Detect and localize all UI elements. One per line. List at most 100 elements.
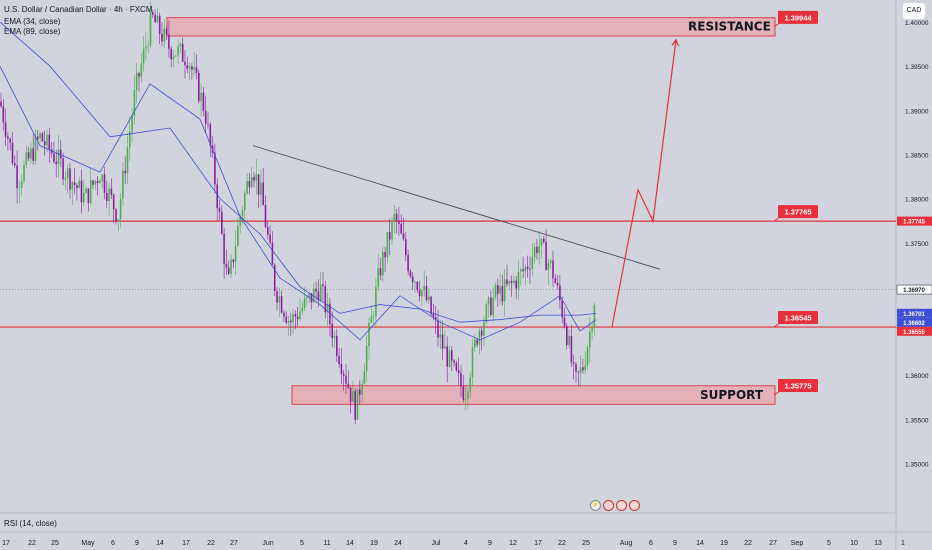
candle-body xyxy=(135,73,138,90)
candle-body xyxy=(184,61,186,66)
candle-body xyxy=(439,334,442,338)
candle-body xyxy=(543,238,545,242)
candle-body xyxy=(278,296,281,303)
x-tick-label: 9 xyxy=(135,540,139,547)
candle-body xyxy=(414,282,416,283)
rsi-pane-label[interactable]: RSI (14, close) xyxy=(4,519,57,528)
lightning-icon[interactable]: ⚡ xyxy=(590,500,601,511)
candle-body xyxy=(563,317,566,327)
candle-body xyxy=(584,365,586,371)
candle-body xyxy=(209,124,212,146)
candle-body xyxy=(253,176,255,181)
candle-body xyxy=(287,320,290,323)
x-tick-label: 12 xyxy=(509,540,517,547)
candle-body xyxy=(227,267,230,274)
candle-body xyxy=(338,356,340,364)
candle-body xyxy=(501,286,504,302)
flag-icon[interactable] xyxy=(629,500,640,511)
candle-body xyxy=(20,181,23,188)
candle-body xyxy=(271,242,274,265)
candle-body xyxy=(593,304,596,328)
candle-body xyxy=(273,264,276,292)
price-axis-tag xyxy=(897,308,932,318)
candle-body xyxy=(469,377,471,392)
candle-body xyxy=(310,293,313,303)
candle-body xyxy=(246,180,248,194)
candle-body xyxy=(421,289,423,297)
candle-body xyxy=(324,285,327,313)
x-tick-label: 4 xyxy=(464,540,468,547)
ema-slow-legend[interactable]: EMA (89, close) xyxy=(4,27,61,36)
candle-body xyxy=(124,170,126,174)
candle-body xyxy=(87,188,90,203)
candle-body xyxy=(301,307,304,312)
candle-body xyxy=(457,370,460,374)
candle-body xyxy=(241,209,244,217)
candle-body xyxy=(432,314,435,318)
candle-body xyxy=(478,330,481,345)
candle-body xyxy=(186,65,189,69)
candle-body xyxy=(232,259,235,263)
candle-body xyxy=(129,131,131,148)
candle-body xyxy=(411,276,414,283)
x-tick-label: 27 xyxy=(769,540,777,547)
candle-body xyxy=(391,220,393,240)
ema-fast-legend[interactable]: EMA (34, close) xyxy=(4,17,61,26)
y-tick-label: 1.35000 xyxy=(905,461,929,468)
candle-body xyxy=(453,360,455,363)
candle-body xyxy=(41,133,44,142)
candle-body xyxy=(497,285,499,294)
flag-icon[interactable] xyxy=(616,500,627,511)
candle-body xyxy=(239,216,241,226)
candle-body xyxy=(356,389,359,420)
x-tick-label: 1 xyxy=(901,540,905,547)
candle-body xyxy=(214,152,216,185)
candle-body xyxy=(425,285,428,301)
candle-body xyxy=(510,281,513,284)
candle-body xyxy=(471,347,474,378)
candle-body xyxy=(400,223,402,234)
candle-body xyxy=(531,256,534,269)
event-markers[interactable]: ⚡ xyxy=(590,500,640,511)
candle-body xyxy=(73,182,76,186)
candle-body xyxy=(317,291,320,301)
candle-body xyxy=(122,170,124,199)
candle-body xyxy=(292,314,294,323)
candle-body xyxy=(416,282,419,291)
candle-body xyxy=(202,92,205,111)
candle-body xyxy=(377,268,379,287)
candle-body xyxy=(492,297,494,315)
candle-body xyxy=(572,362,575,364)
candle-body xyxy=(250,176,253,188)
candle-body xyxy=(494,285,497,298)
candle-body xyxy=(170,48,172,60)
candle-body xyxy=(234,245,237,263)
candle-body xyxy=(480,330,483,336)
symbol-title: U.S. Dollar / Canadian Dollar · 4h · FXC… xyxy=(4,5,153,14)
candle-body xyxy=(255,174,258,181)
x-tick-label: 22 xyxy=(558,540,566,547)
candle-body xyxy=(16,165,18,189)
candle-body xyxy=(441,334,444,349)
candle-body xyxy=(586,347,589,366)
candle-body xyxy=(142,48,145,64)
candle-body xyxy=(508,281,511,285)
candle-body xyxy=(221,211,223,234)
y-tick-label: 1.40000 xyxy=(905,20,929,27)
candle-body xyxy=(57,149,60,164)
flag-icon[interactable] xyxy=(603,500,614,511)
x-tick-label: 25 xyxy=(51,540,59,547)
candle-body xyxy=(361,383,363,395)
candle-body xyxy=(331,323,333,339)
candle-body xyxy=(48,134,51,150)
candle-body xyxy=(352,391,354,402)
candle-body xyxy=(294,314,297,317)
currency-button[interactable]: CAD xyxy=(903,3,925,19)
candle-body xyxy=(76,185,78,188)
candle-body xyxy=(218,208,221,212)
x-tick-label: 6 xyxy=(649,540,653,547)
candle-body xyxy=(152,12,154,15)
candle-body xyxy=(545,241,547,271)
